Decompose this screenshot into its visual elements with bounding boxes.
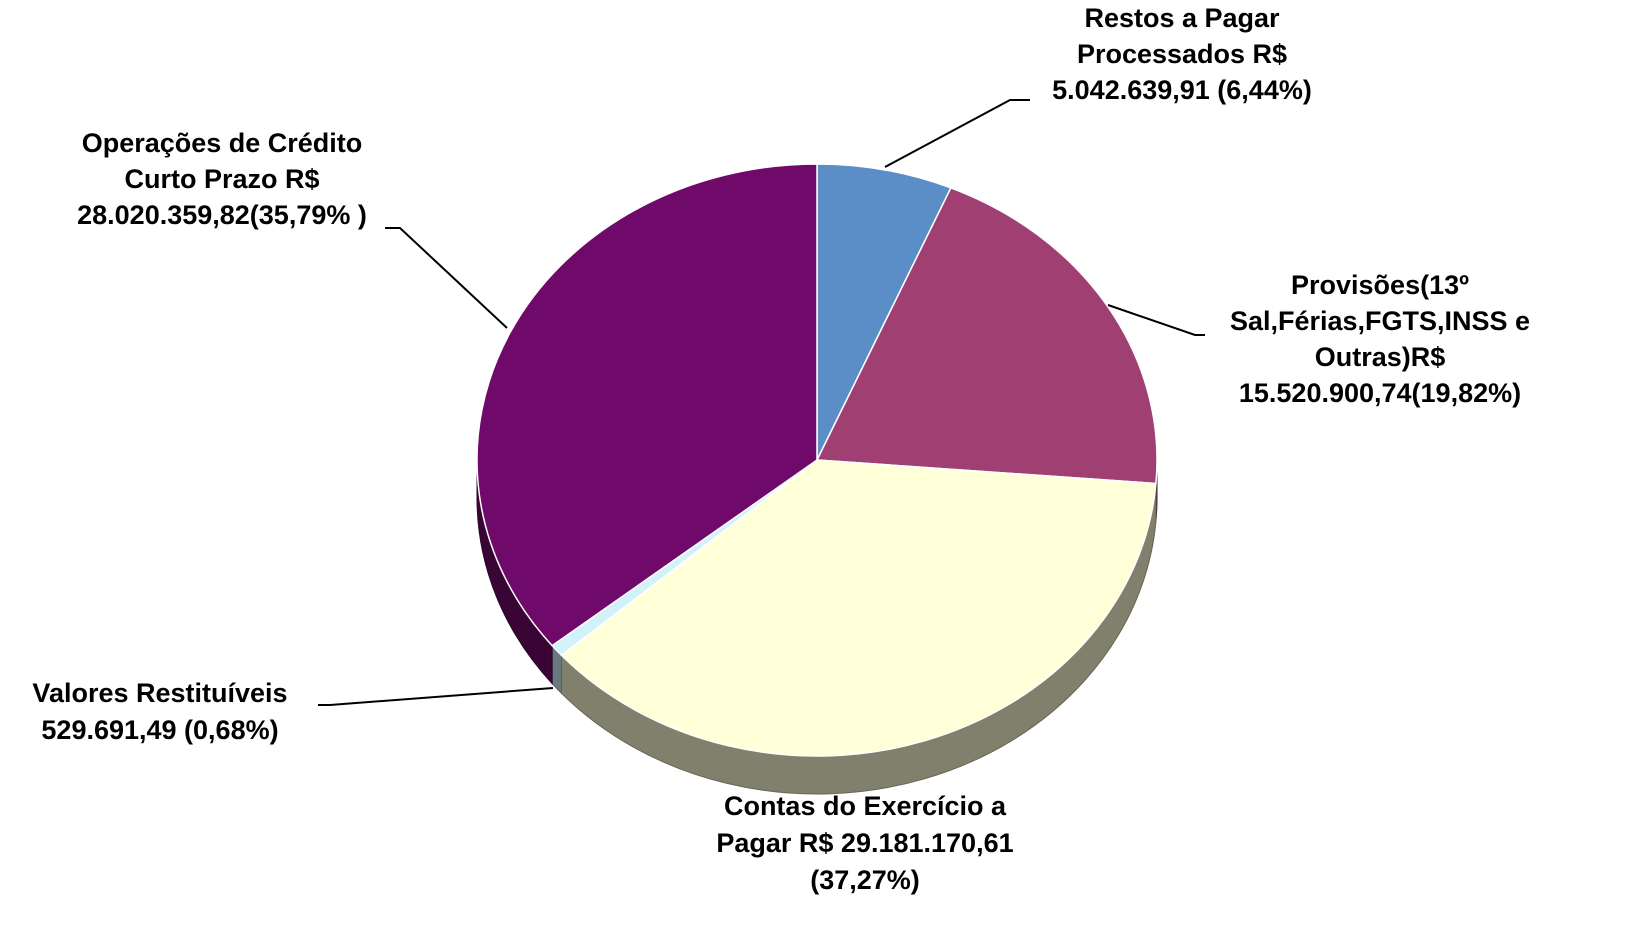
data-label-line: Processados R$	[1077, 39, 1287, 69]
data-label-line: Contas do Exercício a	[724, 791, 1007, 821]
data-label-line: Provisões(13º	[1291, 270, 1469, 300]
data-label: Operações de Crédito Curto Prazo R$ 28.020…	[77, 128, 367, 230]
data-label-line: Pagar R$ 29.181.170,61	[716, 828, 1013, 858]
pie-slice	[815, 186, 1158, 485]
pie-slice	[476, 163, 818, 647]
data-label-line: 529.691,49 (0,68%)	[41, 715, 278, 745]
data-label-line: 15.520.900,74(19,82%)	[1239, 378, 1521, 408]
pie-slice	[560, 459, 1157, 757]
data-label-line: (37,27%)	[810, 865, 920, 895]
pie-slice	[816, 163, 952, 461]
data-label: Valores Restituíveis 529.691,49 (0,68%)	[32, 678, 287, 745]
data-label: Restos a Pagar Processados R$ 5.042.639,91…	[1052, 3, 1312, 105]
leader-line	[884, 99, 1030, 168]
leader-line	[1107, 304, 1205, 336]
data-label: Contas do Exercício a Pagar R$ 29.181.170…	[716, 791, 1013, 895]
data-label: Provisões(13º Sal,Férias,FGTS,INSS e Outra…	[1230, 270, 1530, 408]
data-label-line: Outras)R$	[1315, 342, 1446, 372]
data-label-line: Curto Prazo R$	[124, 164, 319, 194]
leader-line	[318, 687, 554, 706]
pie-tops	[476, 163, 1158, 757]
data-label-line: Valores Restituíveis	[32, 678, 287, 708]
data-label-line: Restos a Pagar	[1084, 3, 1280, 33]
data-label-line: Sal,Férias,FGTS,INSS e	[1230, 306, 1530, 336]
leader-line	[385, 227, 508, 329]
labels: Restos a Pagar Processados R$ 5.042.639,91…	[32, 3, 1530, 895]
data-label-line: 28.020.359,82(35,79% )	[77, 200, 367, 230]
data-label-line: Operações de Crédito	[82, 128, 363, 158]
data-label-line: 5.042.639,91 (6,44%)	[1052, 75, 1312, 105]
